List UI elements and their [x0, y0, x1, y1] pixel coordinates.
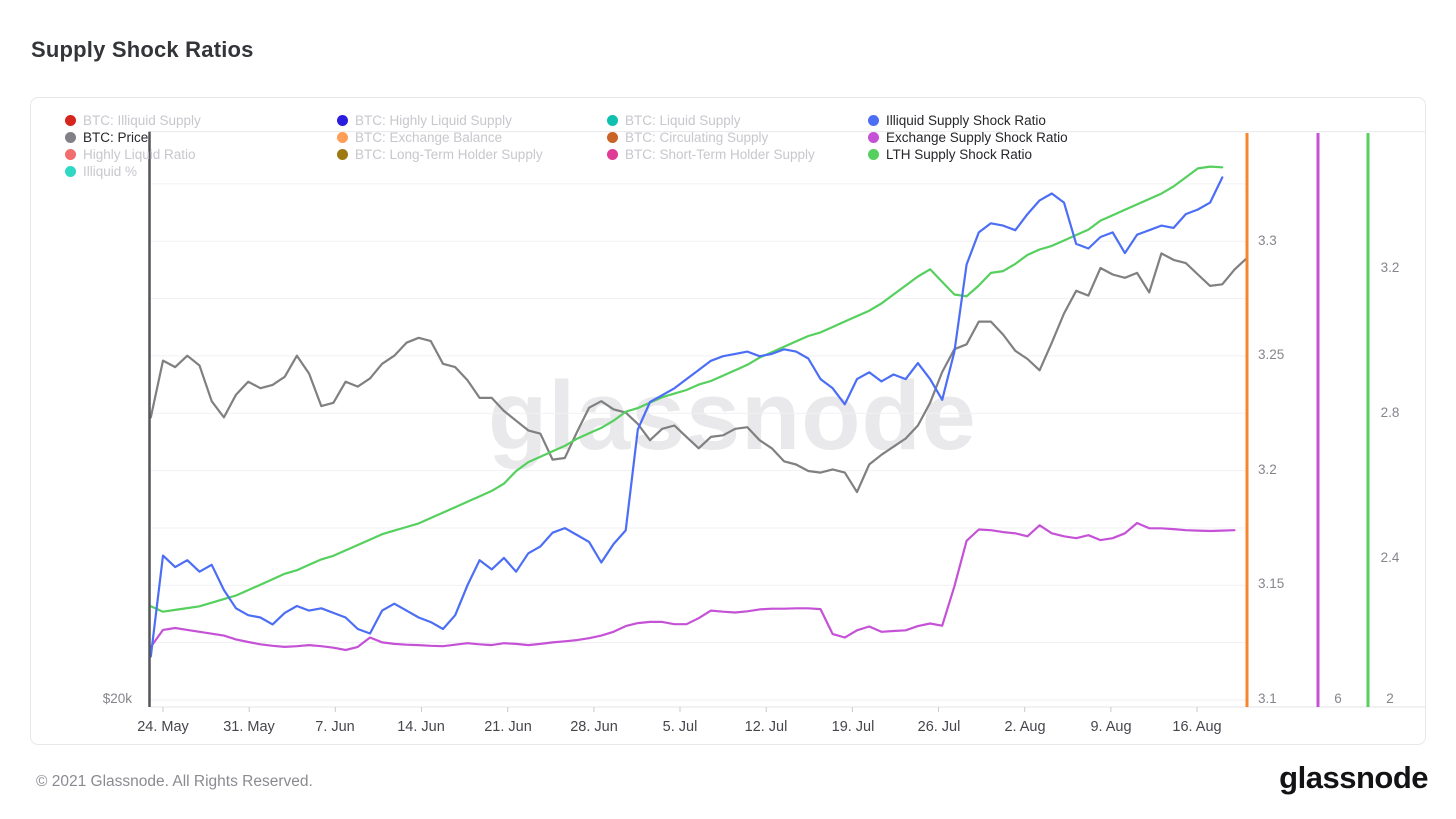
x-tick-5-jul: 5. Jul	[662, 719, 698, 735]
legend-item-btc-price[interactable]: BTC: Price	[65, 129, 148, 145]
legend-label: Illiquid Supply Shock Ratio	[886, 112, 1046, 128]
legend-label: BTC: Short-Term Holder Supply	[625, 146, 815, 162]
x-tick-7-jun: 7. Jun	[315, 719, 355, 735]
chart-plot-area[interactable]	[150, 131, 1247, 707]
legend-item-btc-illiquid-supply[interactable]: BTC: Illiquid Supply	[65, 112, 201, 128]
copyright-text: © 2021 Glassnode. All Rights Reserved.	[36, 773, 313, 790]
legend-item-highly-liquid-ratio[interactable]: Highly Liquid Ratio	[65, 146, 196, 162]
right-axis1-tick-3-3: 3.3	[1258, 233, 1277, 248]
right-axis3-tick-2: 2	[1386, 691, 1394, 706]
legend-dot	[607, 131, 618, 143]
x-tick-16-aug: 16. Aug	[1172, 719, 1222, 735]
legend-dot	[65, 114, 76, 126]
x-tick-9-aug: 9. Aug	[1090, 719, 1132, 735]
x-tick-31-may: 31. May	[223, 719, 275, 735]
legend-item-btc-short-term-holder-supply[interactable]: BTC: Short-Term Holder Supply	[607, 146, 815, 162]
legend-label: BTC: Illiquid Supply	[83, 112, 201, 128]
legend-dot	[65, 165, 76, 177]
legend-dot	[65, 131, 76, 143]
legend-label: BTC: Exchange Balance	[355, 129, 503, 145]
legend-dot	[868, 131, 879, 143]
x-tick-24-may: 24. May	[137, 719, 189, 735]
legend-label: Illiquid %	[83, 163, 138, 179]
right-axis1-tick-3-2: 3.2	[1258, 462, 1277, 477]
legend-item-btc-liquid-supply[interactable]: BTC: Liquid Supply	[607, 112, 741, 128]
right-axis3-tick-2-4: 2.4	[1380, 550, 1400, 565]
x-tick-21-jun: 21. Jun	[484, 719, 532, 735]
legend-label: BTC: Liquid Supply	[625, 112, 741, 128]
x-tick-26-jul: 26. Jul	[917, 719, 961, 735]
legend-dot	[337, 131, 348, 143]
x-tick-14-jun: 14. Jun	[397, 719, 445, 735]
legend-dot	[337, 148, 348, 160]
x-tick-12-jul: 12. Jul	[744, 719, 788, 735]
legend-dot	[607, 114, 618, 126]
legend-label: Exchange Supply Shock Ratio	[886, 129, 1068, 145]
right-axis3-tick-3-2: 3.2	[1380, 260, 1400, 275]
right-axis1-tick-3-15: 3.15	[1258, 576, 1285, 591]
right-axis1-tick-3-25: 3.25	[1258, 347, 1285, 362]
legend-label: LTH Supply Shock Ratio	[886, 146, 1033, 162]
legend-dot	[868, 148, 879, 160]
x-tick-2-aug: 2. Aug	[1004, 719, 1046, 735]
legend-item-illiquid-supply-shock-ratio[interactable]: Illiquid Supply Shock Ratio	[868, 112, 1046, 128]
page-title: Supply Shock Ratios	[31, 37, 254, 62]
right-axis1-tick-3-1: 3.1	[1258, 691, 1277, 706]
legend-item-exchange-supply-shock-ratio[interactable]: Exchange Supply Shock Ratio	[868, 129, 1068, 145]
x-tick-19-jul: 19. Jul	[831, 719, 875, 735]
legend-label: BTC: Long-Term Holder Supply	[355, 146, 543, 162]
legend-item-lth-supply-shock-ratio[interactable]: LTH Supply Shock Ratio	[868, 146, 1032, 162]
right-axis2-tick-6: 6	[1334, 691, 1342, 706]
legend-dot	[868, 114, 879, 126]
left-axis-label-20k: $20k	[102, 691, 132, 706]
legend-dot	[65, 148, 76, 160]
legend-item-btc-exchange-balance[interactable]: BTC: Exchange Balance	[337, 129, 502, 145]
legend-item-btc-highly-liquid-supply[interactable]: BTC: Highly Liquid Supply	[337, 112, 512, 128]
legend-item-btc-long-term-holder-supply[interactable]: BTC: Long-Term Holder Supply	[337, 146, 543, 162]
x-tick-28-jun: 28. Jun	[570, 719, 618, 735]
legend-label: BTC: Price	[83, 129, 149, 145]
legend-item-btc-circulating-supply[interactable]: BTC: Circulating Supply	[607, 129, 768, 145]
legend-label: Highly Liquid Ratio	[83, 146, 196, 162]
glassnode-logo: glassnode	[1279, 760, 1428, 795]
legend-label: BTC: Highly Liquid Supply	[355, 112, 512, 128]
right-axis3-tick-2-8: 2.8	[1380, 405, 1400, 420]
legend-dot	[607, 148, 618, 160]
legend-item-illiquid-percent[interactable]: Illiquid %	[65, 163, 137, 179]
legend-dot	[337, 114, 348, 126]
legend-label: BTC: Circulating Supply	[625, 129, 769, 145]
